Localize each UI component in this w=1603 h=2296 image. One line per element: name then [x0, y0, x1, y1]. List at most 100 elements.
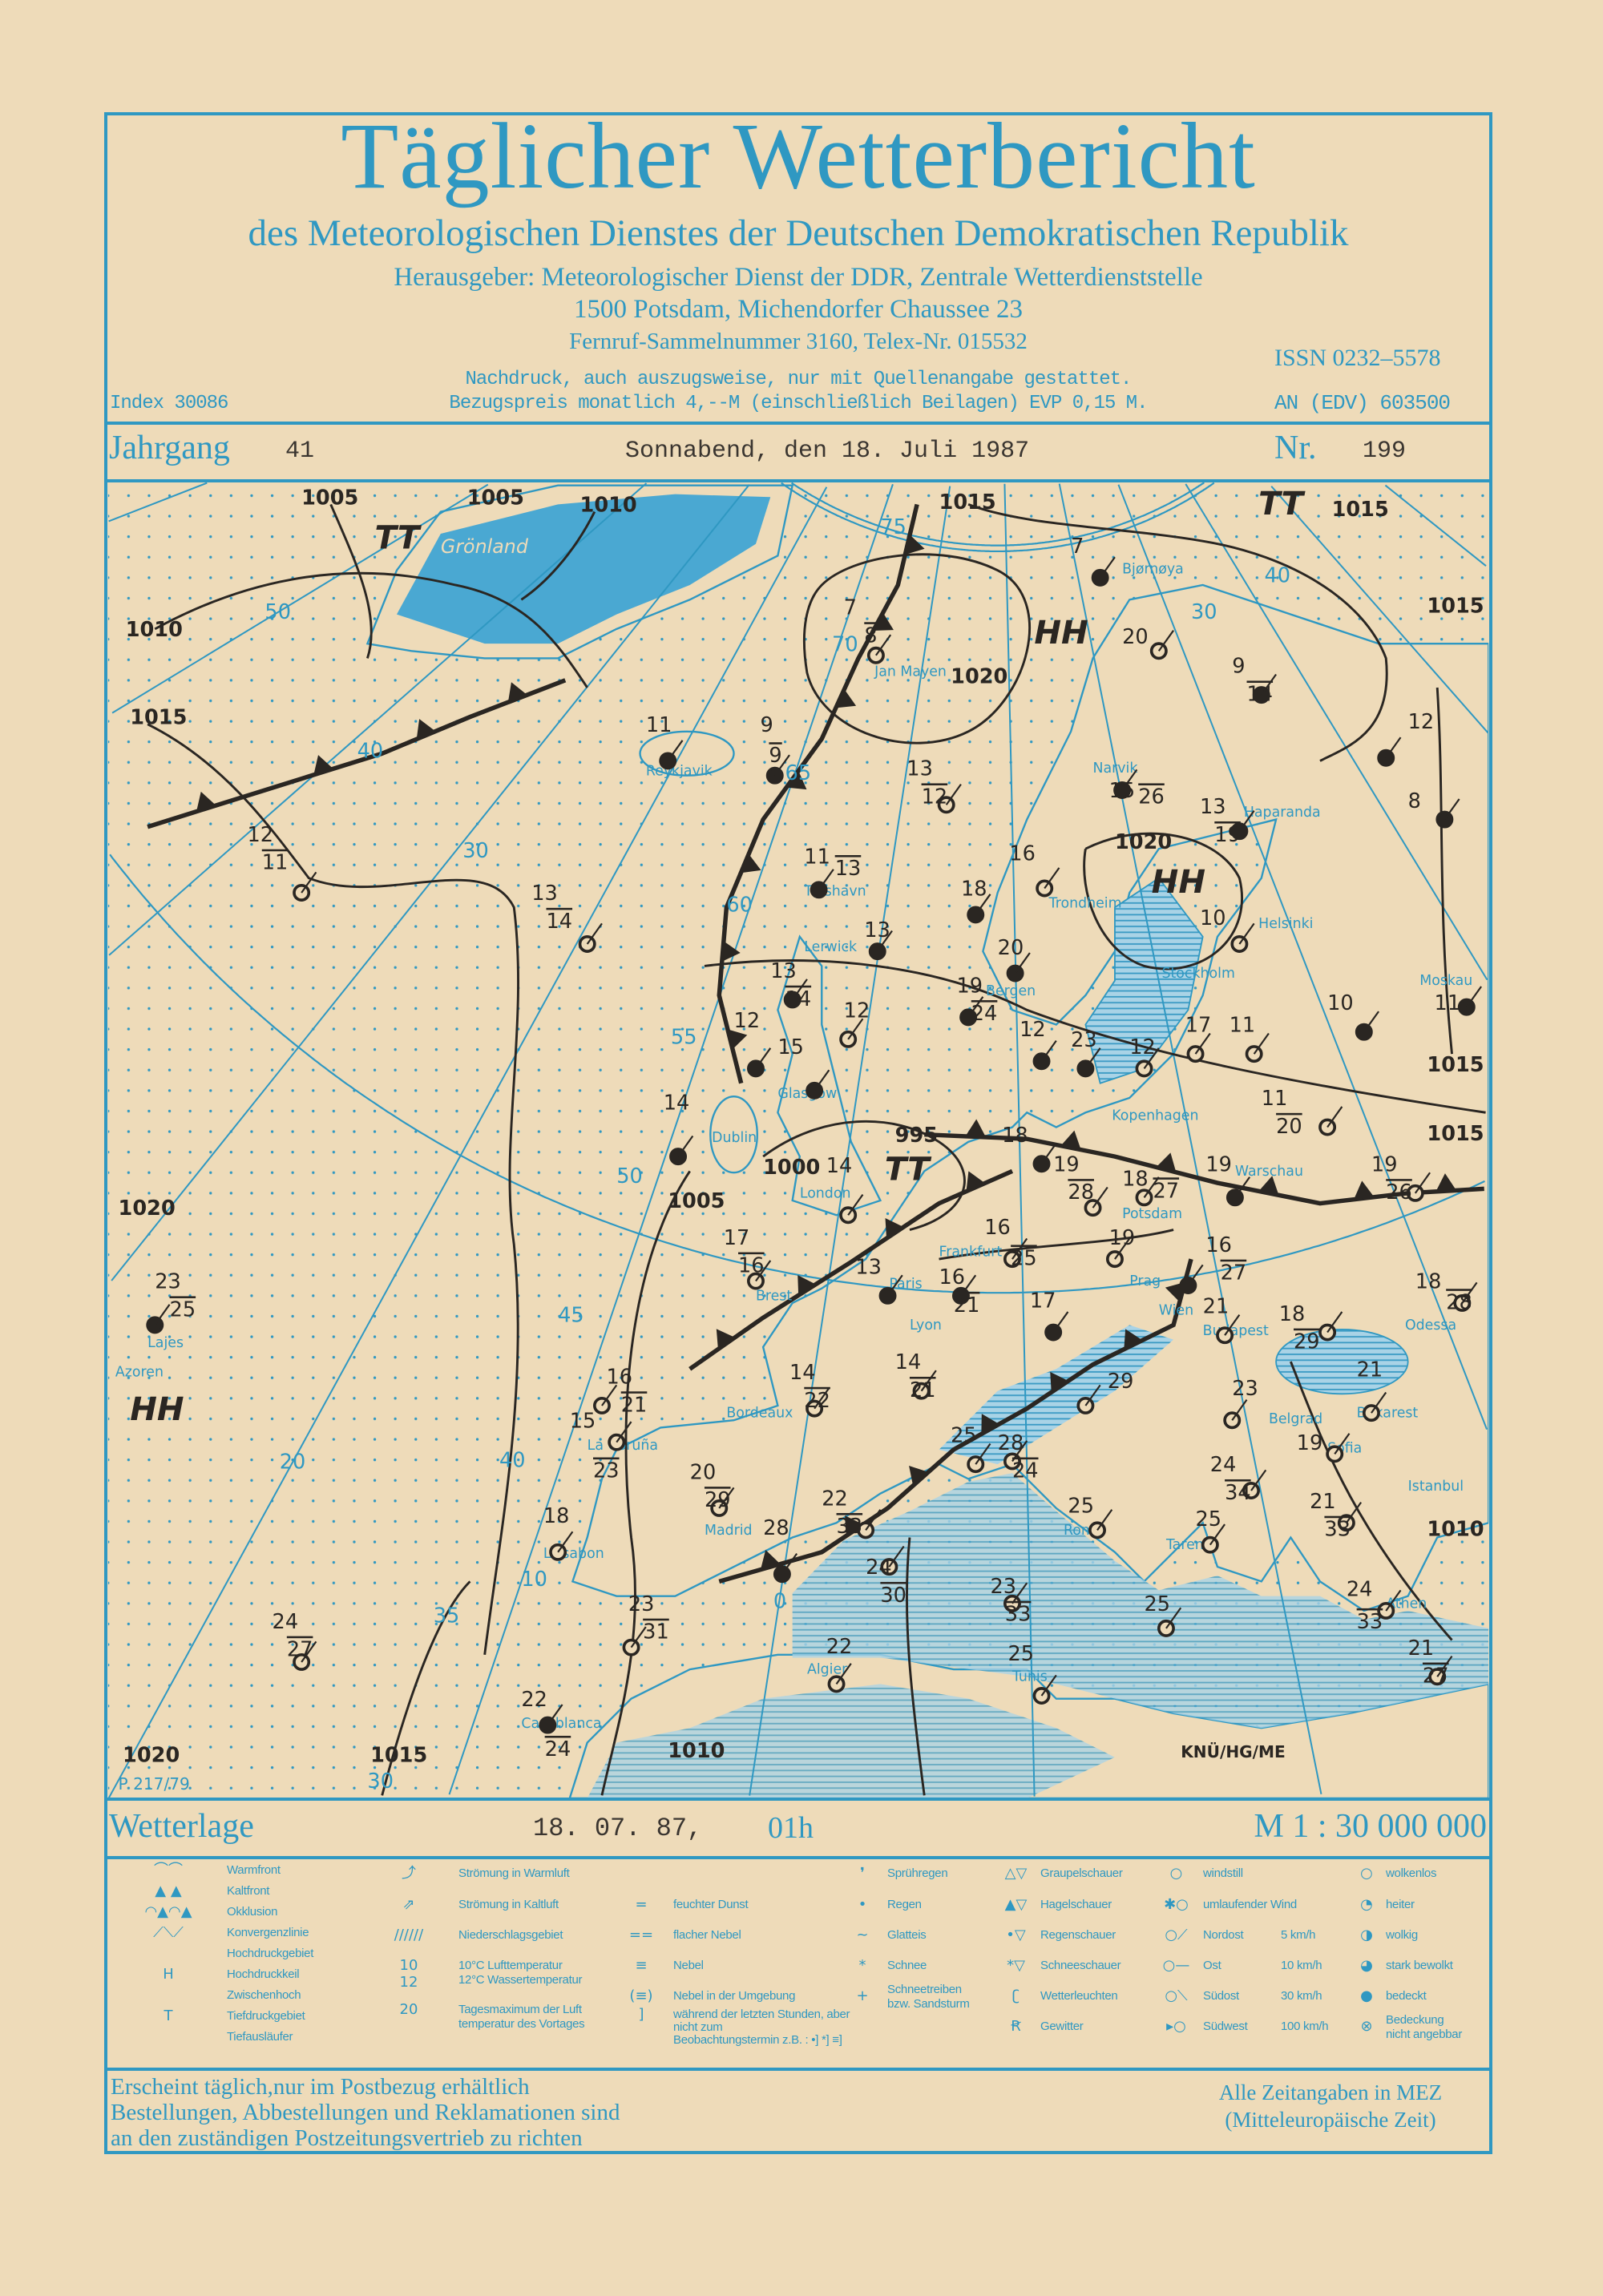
front-triangle — [885, 1217, 904, 1239]
ireland-coast — [709, 1095, 758, 1174]
wind-barb-icon — [847, 1018, 864, 1040]
isobar — [939, 1229, 1174, 1261]
station-plot: 10 — [1200, 906, 1255, 953]
air-temperature: 21 — [1357, 1358, 1383, 1382]
air-temperature: 11 — [1230, 1014, 1256, 1038]
station-plot: 28 — [763, 1516, 798, 1584]
wind-barb-icon — [1444, 798, 1460, 821]
black-sea — [1275, 1328, 1409, 1395]
air-temperature: 13 — [770, 959, 797, 983]
latitude-label: 35 — [434, 1604, 460, 1628]
legend-label: stark bewolkt — [1386, 1959, 1453, 1972]
station-plot: 25 — [1007, 1642, 1057, 1705]
wind-barb-icon — [814, 1069, 830, 1092]
latitude-label: 40 — [499, 1449, 526, 1473]
front-triangle — [845, 1515, 864, 1536]
isobar-pressure-label: 1005 — [467, 486, 524, 510]
air-temperature: 11 — [804, 845, 830, 869]
phone: Fernruf-Sammelnummer 3160, Telex-Nr. 015… — [569, 329, 1028, 354]
city-label: Casablanca — [521, 1716, 601, 1732]
legend-symbol-icon: ⟋⟍⟋ — [153, 1924, 184, 1941]
wind-barb-icon — [865, 1509, 882, 1531]
wetterlage-date: 18. 07. 87, — [533, 1814, 703, 1843]
divider — [104, 2068, 1492, 2071]
legend-label: Ost — [1203, 1959, 1221, 1972]
city-label: Narvik — [1093, 761, 1138, 777]
wind-barb-icon — [886, 1274, 903, 1297]
wind-barb-icon — [1044, 867, 1060, 890]
air-temperature: 21 — [1203, 1295, 1230, 1319]
reprint-note: Nachdruck, auch auszugsweise, nur mit Qu… — [465, 369, 1133, 390]
air-temperature: 23 — [991, 1575, 1017, 1599]
longitude-label: 30 — [1191, 600, 1217, 624]
legend-label: während der letzten Stunden, aber nicht … — [673, 2007, 850, 2034]
temperature-max: 16 — [738, 1254, 765, 1278]
legend-label: Strömung in Warmluft — [458, 1866, 570, 1880]
temperature-max: 22 — [804, 1389, 830, 1413]
air-temperature: 23 — [628, 1592, 655, 1616]
wind-barb-icon — [1187, 1264, 1204, 1286]
legend-symbol-icon: H — [163, 1966, 174, 1983]
temperature-max: 14 — [785, 987, 812, 1011]
city-label: Algier — [807, 1662, 848, 1678]
meridian — [111, 483, 489, 714]
isobar — [600, 1170, 691, 1796]
britain-coast — [777, 934, 882, 1217]
station-plot: 25 — [951, 1424, 991, 1474]
legend-label: Schnee — [887, 1959, 927, 1972]
city-label: Prag — [1129, 1273, 1161, 1289]
legend-symbol-icon: ▸○ — [1166, 2018, 1186, 2035]
legend-label: Tiefdruckgebiet — [227, 2009, 305, 2023]
legend-symbol-icon: •▽ — [1006, 1927, 1026, 1943]
air-temperature: 11 — [1262, 1087, 1288, 1111]
legend-label: wolkig — [1386, 1928, 1418, 1942]
wind-barb-icon — [301, 871, 317, 894]
station-plot: 12 — [734, 1009, 772, 1078]
wind-barb-icon — [1157, 630, 1174, 652]
author-initials: KNÜ/HG/ME — [1181, 1742, 1286, 1761]
meridian — [1058, 483, 1322, 1794]
legend-symbol-icon: △▽ — [1004, 1865, 1028, 1882]
cold-front — [147, 678, 567, 829]
wind-barb-icon — [301, 1640, 317, 1663]
isobar — [147, 723, 519, 1655]
isobar — [520, 510, 596, 601]
legend-wind-speed: 5 km/h — [1281, 1928, 1316, 1942]
temperature-max: 12 — [922, 785, 948, 809]
legend-label: Bedeckung — [1386, 2013, 1444, 2027]
air-temperature: 18 — [961, 878, 987, 902]
legend-label: Regenschauer — [1040, 1928, 1116, 1942]
legend-label: Hochdruckkeil — [227, 1967, 300, 1981]
overcast-cloud-icon — [967, 906, 985, 924]
latitude-label: 60 — [726, 894, 753, 918]
air-temperature: 7 — [844, 596, 857, 620]
page-title: Täglicher Wetterbericht — [341, 103, 1256, 208]
clear-sky-icon — [1032, 1687, 1051, 1705]
isobar — [1083, 832, 1243, 970]
legend-symbol-icon: ʗ — [1011, 1987, 1020, 2004]
city-label: Belgrad — [1269, 1411, 1322, 1427]
station-plot: 12 — [1377, 710, 1434, 767]
wind-barb-icon — [557, 1531, 574, 1553]
timezone-note-2: (Mitteleuropäische Zeit) — [1225, 2108, 1436, 2132]
air-temperature: 25 — [1068, 1494, 1094, 1518]
latitude-label: 45 — [558, 1304, 584, 1328]
air-temperature: 22 — [521, 1688, 547, 1712]
air-temperature: 9 — [1232, 655, 1245, 679]
city-label: Frankfurt — [939, 1244, 1003, 1260]
city-label: Helsinki — [1258, 916, 1313, 932]
city-label: Warschau — [1235, 1164, 1303, 1180]
station-plot: 18 27 — [1122, 1168, 1179, 1207]
legend-symbol-icon: ◕ — [1360, 1957, 1373, 1974]
wind-barb-icon — [1238, 922, 1255, 945]
temperature-max: 28 — [1446, 1290, 1472, 1314]
low-pressure-symbol: TT — [1258, 486, 1306, 523]
station-plot: 18 — [961, 878, 991, 924]
clear-sky-icon — [1216, 1326, 1234, 1345]
city-label: Rom — [1064, 1523, 1095, 1539]
city-label: Reykjavik — [646, 764, 713, 780]
